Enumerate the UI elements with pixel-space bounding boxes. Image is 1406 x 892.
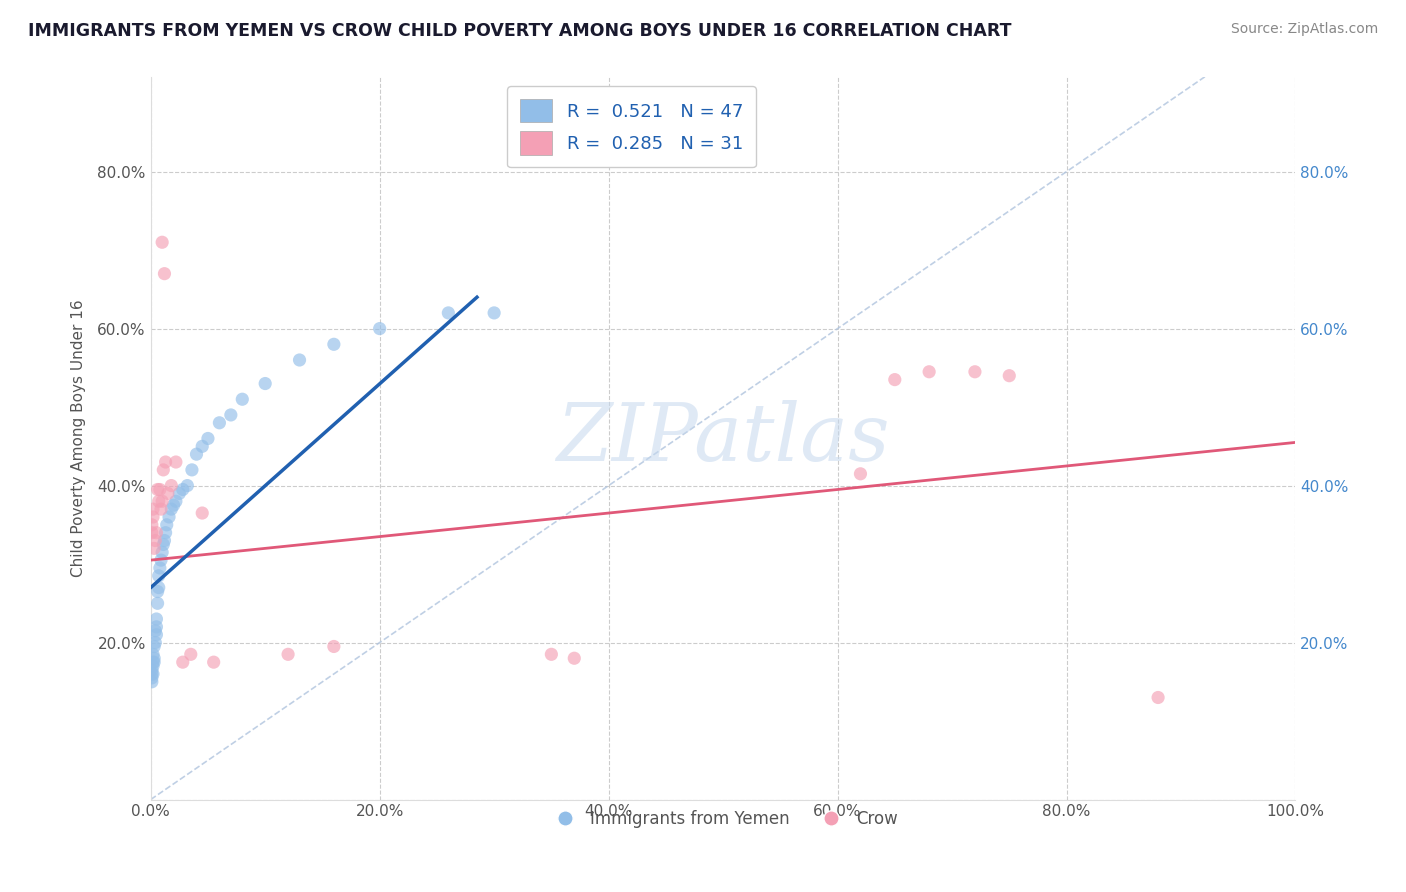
- Point: [998, 368, 1021, 383]
- Point: [482, 306, 505, 320]
- Point: [142, 502, 165, 516]
- Point: [150, 494, 173, 508]
- Point: [142, 659, 165, 673]
- Y-axis label: Child Poverty Among Boys Under 16: Child Poverty Among Boys Under 16: [72, 300, 86, 577]
- Point: [191, 506, 214, 520]
- Point: [883, 373, 905, 387]
- Point: [219, 408, 242, 422]
- Point: [150, 502, 173, 516]
- Text: Source: ZipAtlas.com: Source: ZipAtlas.com: [1230, 22, 1378, 37]
- Point: [148, 494, 170, 508]
- Point: [186, 447, 208, 461]
- Point: [963, 365, 986, 379]
- Point: [1147, 690, 1170, 705]
- Point: [149, 483, 172, 497]
- Point: [143, 635, 166, 649]
- Point: [172, 483, 194, 497]
- Point: [142, 510, 165, 524]
- Point: [322, 640, 344, 654]
- Point: [145, 612, 167, 626]
- Point: [143, 624, 166, 638]
- Point: [155, 525, 177, 540]
- Point: [153, 267, 176, 281]
- Point: [231, 392, 253, 407]
- Point: [149, 561, 172, 575]
- Point: [181, 463, 204, 477]
- Point: [141, 517, 163, 532]
- Point: [540, 648, 562, 662]
- Point: [141, 671, 163, 685]
- Point: [145, 628, 167, 642]
- Point: [322, 337, 344, 351]
- Point: [165, 494, 187, 508]
- Point: [176, 478, 198, 492]
- Point: [277, 648, 299, 662]
- Text: ZIPatlas: ZIPatlas: [557, 400, 890, 477]
- Point: [142, 655, 165, 669]
- Point: [150, 235, 173, 250]
- Point: [165, 455, 187, 469]
- Point: [162, 498, 184, 512]
- Point: [141, 525, 163, 540]
- Point: [150, 545, 173, 559]
- Point: [155, 455, 177, 469]
- Point: [148, 569, 170, 583]
- Point: [146, 584, 169, 599]
- Point: [143, 541, 166, 556]
- Point: [849, 467, 872, 481]
- Point: [146, 483, 169, 497]
- Point: [145, 525, 167, 540]
- Point: [143, 655, 166, 669]
- Point: [150, 553, 173, 567]
- Point: [143, 533, 166, 548]
- Point: [368, 321, 391, 335]
- Point: [180, 648, 202, 662]
- Point: [141, 667, 163, 681]
- Point: [142, 648, 165, 662]
- Point: [145, 620, 167, 634]
- Point: [172, 655, 194, 669]
- Point: [141, 663, 163, 677]
- Point: [156, 486, 179, 500]
- Point: [141, 674, 163, 689]
- Point: [202, 655, 225, 669]
- Point: [197, 432, 219, 446]
- Point: [160, 478, 183, 492]
- Point: [562, 651, 585, 665]
- Point: [208, 416, 231, 430]
- Point: [146, 596, 169, 610]
- Point: [918, 365, 941, 379]
- Point: [153, 533, 176, 548]
- Point: [160, 502, 183, 516]
- Point: [437, 306, 460, 320]
- Point: [254, 376, 277, 391]
- Point: [142, 667, 165, 681]
- Point: [143, 640, 166, 654]
- Point: [156, 517, 179, 532]
- Point: [152, 537, 174, 551]
- Point: [152, 463, 174, 477]
- Point: [169, 486, 191, 500]
- Point: [148, 581, 170, 595]
- Point: [191, 439, 214, 453]
- Legend: Immigrants from Yemen, Crow: Immigrants from Yemen, Crow: [541, 803, 904, 835]
- Point: [157, 510, 180, 524]
- Point: [288, 353, 311, 368]
- Text: IMMIGRANTS FROM YEMEN VS CROW CHILD POVERTY AMONG BOYS UNDER 16 CORRELATION CHAR: IMMIGRANTS FROM YEMEN VS CROW CHILD POVE…: [28, 22, 1012, 40]
- Point: [143, 651, 166, 665]
